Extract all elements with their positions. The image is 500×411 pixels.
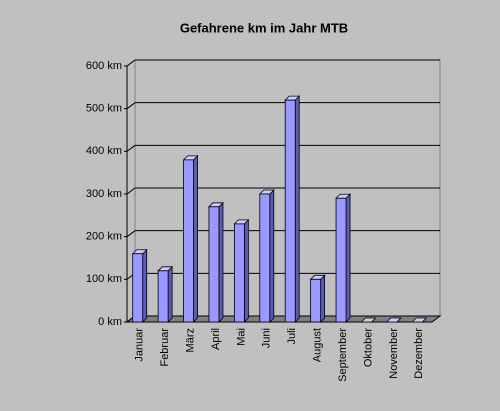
x-tick-label: Oktober <box>362 328 374 367</box>
bar-side <box>345 193 351 323</box>
x-tick-label: Mai <box>235 328 247 346</box>
bar <box>183 159 194 323</box>
grid-line-side <box>126 230 136 238</box>
y-tick-label: 300 km <box>86 188 122 200</box>
bar-top <box>385 317 402 323</box>
x-tick-label: August <box>312 328 324 362</box>
y-tick-label: 500 km <box>86 103 122 115</box>
bar-side <box>269 189 275 323</box>
bar <box>335 197 347 323</box>
x-tick-label: September <box>337 328 349 382</box>
x-tick-label: Dezember <box>413 328 425 379</box>
x-tick-label: Juli <box>286 328 298 345</box>
x-tick-label: April <box>210 328 222 350</box>
bar-side <box>243 218 249 323</box>
bar-top <box>360 317 377 323</box>
bar <box>233 223 245 323</box>
bar-side <box>294 95 300 323</box>
grid-line-side <box>126 144 136 152</box>
y-tick-label: 400 km <box>86 145 122 157</box>
x-tick-label: März <box>184 328 196 352</box>
bar <box>208 206 220 323</box>
x-tick-label: Januar <box>134 328 146 362</box>
x-tick-label: Februar <box>159 328 171 367</box>
bar-top <box>411 317 428 323</box>
bar-side <box>167 265 173 323</box>
bar-side <box>142 248 148 323</box>
y-tick-label: 0 km <box>98 316 122 328</box>
bar <box>284 99 296 323</box>
bar <box>259 193 271 323</box>
bar-side <box>320 274 326 323</box>
bar-side <box>218 201 224 323</box>
bar <box>132 253 144 323</box>
x-tick-label: Juni <box>261 328 273 348</box>
chart-title: Gefahrene km im Jahr MTB <box>180 20 348 35</box>
grid-line-side <box>126 59 136 67</box>
y-tick-label: 100 km <box>86 273 122 285</box>
grid-line-side <box>126 102 136 110</box>
y-tick-label: 200 km <box>86 231 122 243</box>
grid-line-side <box>126 187 136 195</box>
x-tick-label: November <box>388 328 400 379</box>
bar-side <box>193 154 198 323</box>
bar <box>310 278 322 323</box>
y-tick-label: 600 km <box>86 60 122 72</box>
bar <box>157 270 169 323</box>
